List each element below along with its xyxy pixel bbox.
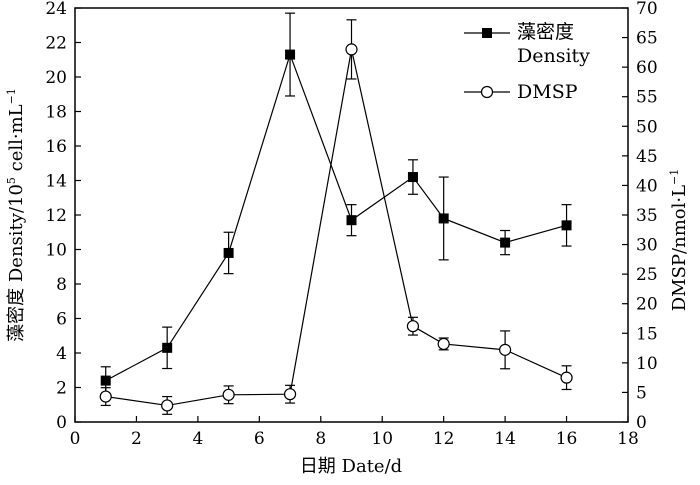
legend-density-marker: [482, 28, 492, 38]
data-point-dmsp: [560, 371, 573, 384]
data-point-dmsp: [406, 320, 420, 333]
data-point-density: [285, 49, 296, 60]
data-point-dmsp: [437, 337, 450, 351]
y-left-tick-label: 16: [45, 137, 67, 157]
y-left-label-unit: cell·mL: [6, 104, 27, 177]
x-tick-label: 16: [556, 429, 578, 449]
y-right-tick-label: 20: [636, 295, 658, 315]
y-right-tick-label: 15: [636, 324, 658, 344]
data-point-density: [162, 342, 173, 353]
y-right-tick-label: 55: [636, 88, 658, 108]
legend-dmsp-label: DMSP: [517, 81, 578, 103]
ticks-layer: 0 2 4 6 8 10 12 14 16 180246810121416182022240510…: [45, 0, 657, 449]
y-right-tick-label: 65: [636, 29, 658, 49]
x-tick-label: 10: [371, 429, 393, 449]
y-right-tick-label: 25: [636, 265, 658, 285]
y-right-tick-label: 35: [636, 206, 658, 226]
data-point-density: [438, 213, 449, 224]
x-tick-label: 14: [494, 429, 516, 449]
y-left-tick-label: 22: [45, 34, 67, 54]
data-point-density: [561, 220, 572, 231]
legend: 藻密度 Density DMSP: [464, 21, 590, 103]
y-right-tick-label: 40: [636, 176, 658, 196]
x-axis-title: 日期 Date/d: [300, 456, 402, 477]
y-right-tick-label: 70: [636, 0, 658, 19]
series-line-density: [105, 52, 567, 382]
data-point-density: [346, 215, 357, 226]
y-left-tick-label: 4: [56, 344, 67, 364]
y-right-tick-label: 10: [636, 354, 658, 374]
data-point-dmsp: [283, 388, 297, 401]
y-right-tick-label: 30: [636, 236, 658, 256]
y-left-tick-label: 6: [56, 310, 67, 330]
y-left-tick-label: 8: [56, 275, 67, 295]
legend-density-label: 藻密度: [517, 21, 574, 43]
svg-text:藻密度 Density/105 cell·mL−1: 藻密度 Density/105 cell·mL−1: [5, 88, 27, 342]
series-line-dmsp: [105, 49, 567, 407]
y-left-tick-label: 18: [45, 103, 67, 123]
legend-dmsp-marker: [480, 85, 494, 99]
x-tick-label: 0: [70, 429, 81, 449]
y-right-tick-label: 5: [636, 383, 647, 403]
y-right-axis-title: DMSP/nmol·L−1: [668, 169, 690, 312]
svg-text:DMSP/nmol·L−1: DMSP/nmol·L−1: [668, 169, 690, 312]
x-tick-label: 4: [192, 429, 203, 449]
x-tick-label: 6: [254, 429, 265, 449]
data-point-dmsp: [99, 390, 112, 403]
data-point-density: [407, 172, 418, 183]
data-point-density: [500, 237, 511, 248]
y-right-tick-label: 45: [636, 147, 658, 167]
y-left-tick-label: 2: [56, 379, 67, 399]
data-point-dmsp: [345, 43, 358, 56]
y-right-label-exp: −1: [668, 169, 681, 185]
data-point-density: [100, 375, 111, 386]
x-tick-label: 8: [315, 429, 326, 449]
y-left-tick-label: 14: [45, 172, 67, 192]
y-right-tick-label: 0: [636, 413, 647, 433]
y-left-tick-label: 10: [45, 241, 67, 261]
y-left-axis-title: 藻密度 Density/105 cell·mL−1: [5, 88, 27, 342]
y-right-tick-label: 50: [636, 117, 658, 137]
x-tick-label: 12: [433, 429, 455, 449]
y-left-label-main: 藻密度 Density/10: [6, 184, 27, 342]
y-left-tick-label: 12: [45, 206, 67, 226]
y-left-label-unit-exp: −1: [5, 88, 18, 104]
x-tick-label: 18: [617, 429, 639, 449]
y-right-tick-label: 60: [636, 58, 658, 78]
data-point-dmsp: [161, 399, 174, 412]
y-left-tick-label: 0: [56, 413, 67, 433]
legend-density-label-en: Density: [517, 45, 590, 67]
y-left-tick-label: 24: [45, 0, 67, 19]
y-right-label-main: DMSP/nmol·L: [669, 185, 690, 311]
y-left-tick-label: 20: [45, 68, 67, 88]
series-layer: [99, 12, 573, 415]
x-tick-label: 2: [131, 429, 142, 449]
data-point-density: [223, 247, 234, 258]
data-point-dmsp: [499, 343, 512, 356]
y-left-label-exp: 5: [5, 177, 18, 184]
data-point-dmsp: [222, 388, 235, 401]
